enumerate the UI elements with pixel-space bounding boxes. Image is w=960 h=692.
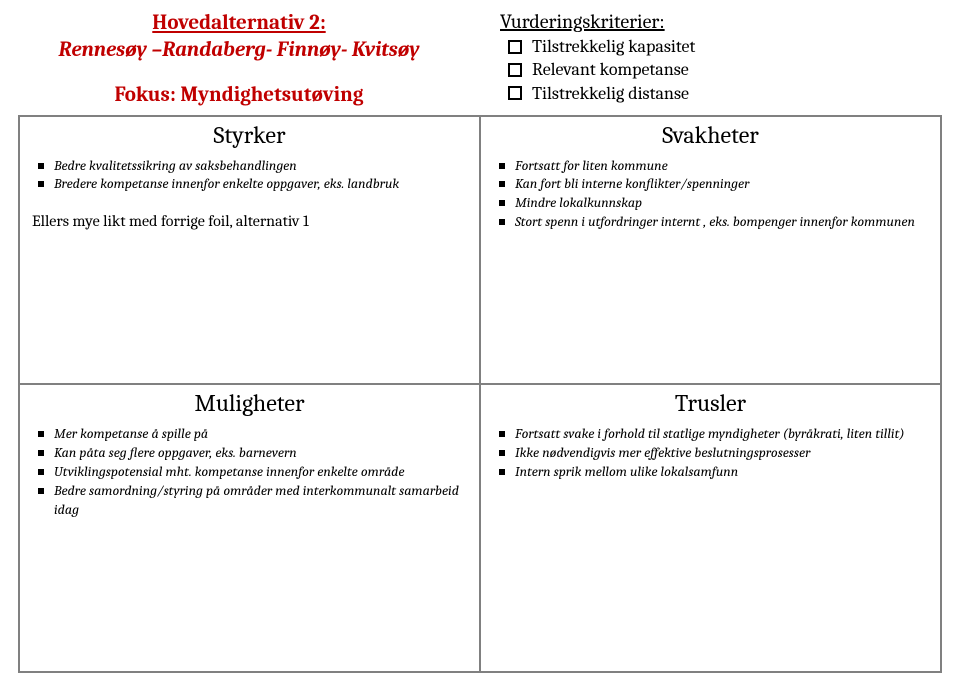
list-item: Fortsatt for liten kommune [499,157,928,176]
criteria-text: Tilstrekkelig distanse [532,82,689,105]
checkbox-icon [508,63,522,77]
criteria-list: Tilstrekkelig kapasitet Relevant kompeta… [500,35,942,105]
strengths-list: Bedre kvalitetssikring av saksbehandling… [32,157,467,195]
weaknesses-list: Fortsatt for liten kommune Kan fort bli … [493,157,928,233]
square-bullet-icon [38,163,44,169]
item-text: Mindre lokalkunnskap [515,194,642,213]
header-left: Hovedalternativ 2: Rennesøy –Randaberg- … [18,10,460,107]
criteria-item: Relevant kompetanse [508,58,942,81]
item-text: Bedre samordning/styring på områder med … [54,482,467,520]
square-bullet-icon [499,163,505,169]
square-bullet-icon [499,431,505,437]
item-text: Fortsatt svake i forhold til statlige my… [515,425,905,444]
header-row: Hovedalternativ 2: Rennesøy –Randaberg- … [18,10,942,107]
checkbox-icon [508,40,522,54]
opportunities-list: Mer kompetanse å spille på Kan påta seg … [32,425,467,519]
title-line2: Rennesøy –Randaberg- Finnøy- Kvitsøy [18,37,460,64]
square-bullet-icon [38,450,44,456]
threats-heading: Trusler [493,389,928,417]
list-item: Mindre lokalkunnskap [499,194,928,213]
threats-list: Fortsatt svake i forhold til statlige my… [493,425,928,482]
square-bullet-icon [499,450,505,456]
criteria-title: Vurderingskriterier: [500,10,942,33]
square-bullet-icon [499,469,505,475]
strengths-heading: Styrker [32,121,467,149]
square-bullet-icon [38,181,44,187]
focus-line: Fokus: Myndighetsutøving [18,83,460,107]
square-bullet-icon [38,431,44,437]
square-bullet-icon [499,200,505,206]
weaknesses-heading: Svakheter [493,121,928,149]
item-text: Bredere kompetanse innenfor enkelte oppg… [54,175,399,194]
list-item: Bredere kompetanse innenfor enkelte oppg… [38,175,467,194]
item-text: Utviklingspotensial mht. kompetanse inne… [54,463,404,482]
criteria-text: Relevant kompetanse [532,58,689,81]
list-item: Intern sprik mellom ulike lokalsamfunn [499,463,928,482]
criteria-text: Tilstrekkelig kapasitet [532,35,695,58]
list-item: Mer kompetanse å spille på [38,425,467,444]
square-bullet-icon [499,219,505,225]
square-bullet-icon [38,488,44,494]
strengths-note: Ellers mye likt med forrige foil, altern… [32,212,467,230]
item-text: Stort spenn i utfordringer internt , eks… [515,213,915,232]
list-item: Utviklingspotensial mht. kompetanse inne… [38,463,467,482]
strengths-cell: Styrker Bedre kvalitetssikring av saksbe… [19,116,480,385]
item-text: Kan fort bli interne konflikter/spenning… [515,175,749,194]
square-bullet-icon [38,469,44,475]
list-item: Kan fort bli interne konflikter/spenning… [499,175,928,194]
list-item: Stort spenn i utfordringer internt , eks… [499,213,928,232]
criteria-item: Tilstrekkelig kapasitet [508,35,942,58]
list-item: Bedre kvalitetssikring av saksbehandling… [38,157,467,176]
item-text: Mer kompetanse å spille på [54,425,208,444]
list-item: Kan påta seg flere oppgaver, eks. barnev… [38,444,467,463]
criteria-block: Vurderingskriterier: Tilstrekkelig kapas… [460,10,942,105]
checkbox-icon [508,86,522,100]
threats-cell: Trusler Fortsatt svake i forhold til sta… [480,384,941,671]
item-text: Kan påta seg flere oppgaver, eks. barnev… [54,444,297,463]
opportunities-cell: Muligheter Mer kompetanse å spille på Ka… [19,384,480,671]
criteria-item: Tilstrekkelig distanse [508,82,942,105]
square-bullet-icon [499,181,505,187]
weaknesses-cell: Svakheter Fortsatt for liten kommune Kan… [480,116,941,385]
item-text: Fortsatt for liten kommune [515,157,668,176]
list-item: Fortsatt svake i forhold til statlige my… [499,425,928,444]
swot-grid: Styrker Bedre kvalitetssikring av saksbe… [18,115,942,673]
item-text: Ikke nødvendigvis mer effektive beslutni… [515,444,810,463]
item-text: Bedre kvalitetssikring av saksbehandling… [54,157,297,176]
opportunities-heading: Muligheter [32,389,467,417]
list-item: Bedre samordning/styring på områder med … [38,482,467,520]
item-text: Intern sprik mellom ulike lokalsamfunn [515,463,738,482]
list-item: Ikke nødvendigvis mer effektive beslutni… [499,444,928,463]
title-line1: Hovedalternativ 2: [18,10,460,37]
